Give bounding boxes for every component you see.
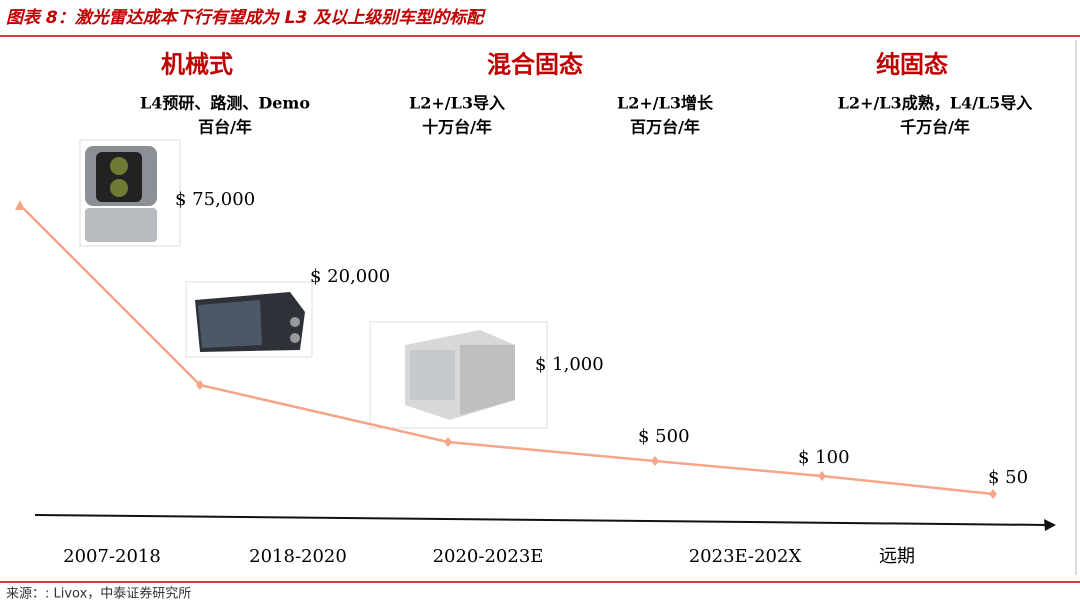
mechanical-lidar-image: [79, 139, 181, 247]
stage-description: 百台/年: [198, 118, 252, 137]
stage-description: L2+/L3成熟，L4/L5导入: [838, 94, 1033, 113]
period-label: 2020-2023E: [433, 546, 544, 567]
hybrid-lidar-image-2: [369, 321, 548, 429]
stage-description: L2+/L3导入: [409, 94, 505, 113]
price-label: $ 500: [638, 426, 690, 447]
period-label: 远期: [879, 546, 915, 567]
stage-name: 机械式: [161, 50, 233, 79]
price-label: $ 1,000: [535, 354, 604, 375]
period-label: 2018-2020: [249, 546, 347, 567]
hybrid-lidar-image-1: [185, 281, 313, 358]
stage-description: L4预研、路测、Demo: [140, 94, 310, 113]
trend-points: [196, 380, 997, 499]
figure-title: 图表 8：激光雷达成本下行有望成为 L3 及以上级别车型的标配: [6, 8, 486, 28]
stage-description: 千万台/年: [900, 118, 970, 137]
price-label: $ 75,000: [175, 189, 255, 210]
time-axis: [34, 514, 1049, 526]
price-label: $ 50: [988, 467, 1028, 488]
cost-trend-line: [19, 204, 994, 496]
trend-start-marker: [15, 200, 25, 210]
source-note: 来源：: Livox，中泰证券研究所: [6, 586, 191, 602]
stage-description: 十万台/年: [422, 118, 492, 137]
axis-arrowhead: [1044, 519, 1056, 531]
price-label: $ 100: [798, 447, 850, 468]
period-label: 2007-2018: [63, 546, 161, 567]
stage-description: L2+/L3增长: [617, 94, 714, 113]
period-label: 2023E-202X: [689, 546, 802, 567]
stage-description: 百万台/年: [630, 118, 700, 137]
price-label: $ 20,000: [310, 266, 390, 287]
stage-name: 纯固态: [876, 50, 948, 79]
stage-name: 混合固态: [487, 50, 583, 79]
